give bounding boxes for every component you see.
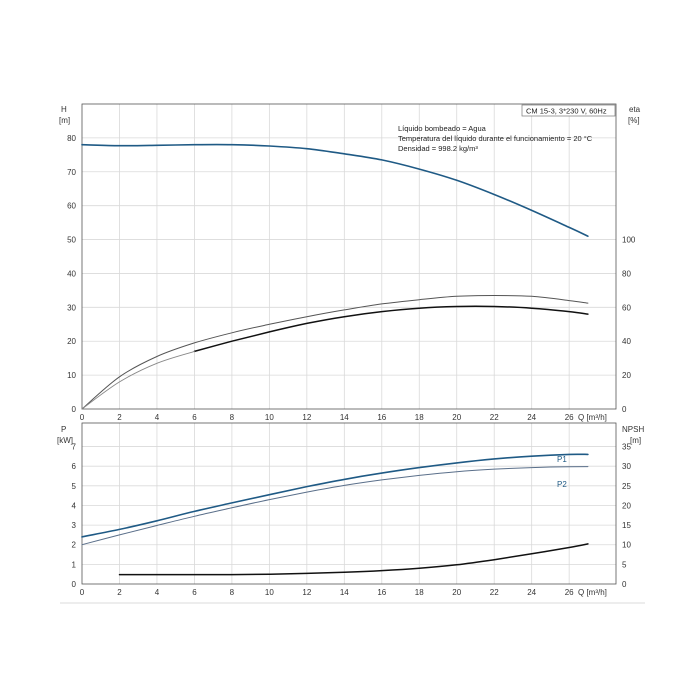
head-left-tick-label: 10 <box>67 371 76 380</box>
power-panel-x-ticks: 0 2 4 6 8 10 12 14 16 18 20 22 24 26 <box>80 588 574 597</box>
power-panel-x-axis-label: Q [m³/h] <box>578 588 607 597</box>
head-left-tick-label: 30 <box>67 303 76 312</box>
head-x-tick-label: 24 <box>527 413 536 422</box>
pump-model-text: CM 15-3, 3*230 V, 60Hz <box>526 107 607 116</box>
power-x-tick-label: 12 <box>302 588 311 597</box>
head-left-tick-label: 60 <box>67 202 76 211</box>
power-x-tick-label: 8 <box>230 588 235 597</box>
power-left-tick-label: 5 <box>72 482 77 491</box>
pump-model-box <box>521 104 616 117</box>
head-curve-2 <box>81 295 589 410</box>
power-x-tick-label: 10 <box>265 588 274 597</box>
power-panel-grid <box>82 423 616 584</box>
head-left-tick-label: 80 <box>67 134 76 143</box>
power-right-tick-label: 35 <box>622 443 631 452</box>
head-x-tick-label: 18 <box>415 413 424 422</box>
power-left-tick-label: 6 <box>72 462 77 471</box>
power-left-tick-label: 2 <box>72 541 77 550</box>
power-curve-3 <box>118 543 589 576</box>
head-curve-1 <box>81 143 589 237</box>
head-x-tick-label: 26 <box>565 413 574 422</box>
info-line-density: Densidad = 998.2 kg/m³ <box>398 144 478 153</box>
efficiency-axis-unit: [%] <box>628 116 640 125</box>
head-x-tick-label: 4 <box>155 413 160 422</box>
power-axis-unit: [kW] <box>57 436 73 445</box>
head-x-tick-label: 2 <box>117 413 122 422</box>
power-x-tick-label: 18 <box>415 588 424 597</box>
power-left-tick-label: 0 <box>72 580 77 589</box>
head-left-tick-label: 20 <box>67 337 76 346</box>
head-curve-4 <box>81 350 195 410</box>
head-panel-curves <box>81 143 589 410</box>
head-axis-label: H <box>61 105 67 114</box>
head-right-tick-label: 60 <box>622 303 631 312</box>
head-x-tick-label: 10 <box>265 413 274 422</box>
power-right-tick-label: 15 <box>622 521 631 530</box>
power-x-tick-label: 0 <box>80 588 85 597</box>
head-left-tick-label: 50 <box>67 236 76 245</box>
power-left-tick-label: 4 <box>72 501 77 510</box>
power-right-tick-label: 25 <box>622 482 631 491</box>
power-x-tick-label: 20 <box>452 588 461 597</box>
power-axis-ticks: 0 1 2 3 4 5 6 7 <box>72 443 77 589</box>
head-x-tick-label: 20 <box>452 413 461 422</box>
series-label-p2: P2 <box>557 480 567 489</box>
power-x-tick-label: 4 <box>155 588 160 597</box>
head-x-tick-label: 0 <box>80 413 85 422</box>
power-curve-2 <box>81 466 589 546</box>
head-panel-x-ticks: 0 2 4 6 8 10 12 14 16 18 20 22 24 26 <box>80 413 574 422</box>
head-right-tick-label: 40 <box>622 337 631 346</box>
head-left-tick-label: 40 <box>67 269 76 278</box>
head-x-tick-label: 8 <box>230 413 235 422</box>
power-right-tick-label: 0 <box>622 580 627 589</box>
power-left-tick-label: 3 <box>72 521 77 530</box>
head-x-tick-label: 16 <box>377 413 386 422</box>
head-x-tick-label: 6 <box>192 413 197 422</box>
series-label-p1: P1 <box>557 455 567 464</box>
power-right-tick-label: 30 <box>622 462 631 471</box>
power-x-tick-label: 26 <box>565 588 574 597</box>
head-right-tick-label: 0 <box>622 405 627 414</box>
head-x-tick-label: 12 <box>302 413 311 422</box>
efficiency-axis-label: eta <box>629 105 641 114</box>
power-x-tick-label: 22 <box>490 588 499 597</box>
power-x-tick-label: 6 <box>192 588 197 597</box>
npsh-axis-label: NPSH <box>622 425 644 434</box>
head-left-tick-label: 70 <box>67 168 76 177</box>
power-panel-curves <box>81 453 589 576</box>
head-panel-grid <box>82 104 616 409</box>
npsh-axis-ticks: 0 5 10 15 20 25 30 35 <box>622 443 631 589</box>
head-panel-x-axis-label: Q [m³/h] <box>578 413 607 422</box>
head-panel-frame <box>81 103 617 410</box>
head-efficiency-panel: 0 2 4 6 8 10 12 14 16 18 20 22 24 26 0102030405060708… <box>59 103 641 422</box>
head-right-tick-label: 80 <box>622 269 631 278</box>
info-line-temperature: Temperatura del líquido durante el funci… <box>398 134 593 143</box>
npsh-axis-unit: [m] <box>630 436 641 445</box>
head-curve-3 <box>193 305 589 353</box>
efficiency-axis-ticks: 0 20 40 60 80 100 <box>622 236 636 414</box>
head-axis-ticks: 0 10 20 30 40 50 60 70 80 <box>67 134 76 414</box>
info-line-liquid: Líquido bombeado = Agua <box>398 124 487 133</box>
power-right-tick-label: 10 <box>622 541 631 550</box>
head-x-tick-label: 22 <box>490 413 499 422</box>
head-right-tick-label: 20 <box>622 371 631 380</box>
head-axis-unit: [m] <box>59 116 70 125</box>
power-panel-frame <box>81 422 617 585</box>
power-x-tick-label: 16 <box>377 588 386 597</box>
power-x-tick-label: 2 <box>117 588 122 597</box>
power-x-tick-label: 14 <box>340 588 349 597</box>
power-curve-1 <box>81 453 589 538</box>
power-right-tick-label: 5 <box>622 560 627 569</box>
power-left-tick-label: 1 <box>72 560 77 569</box>
head-x-tick-label: 14 <box>340 413 349 422</box>
power-axis-label: P <box>61 425 66 434</box>
power-x-tick-label: 24 <box>527 588 536 597</box>
head-right-tick-label: 100 <box>622 236 636 245</box>
power-right-tick-label: 20 <box>622 501 631 510</box>
power-left-tick-label: 7 <box>72 443 77 452</box>
head-left-tick-label: 0 <box>72 405 77 414</box>
